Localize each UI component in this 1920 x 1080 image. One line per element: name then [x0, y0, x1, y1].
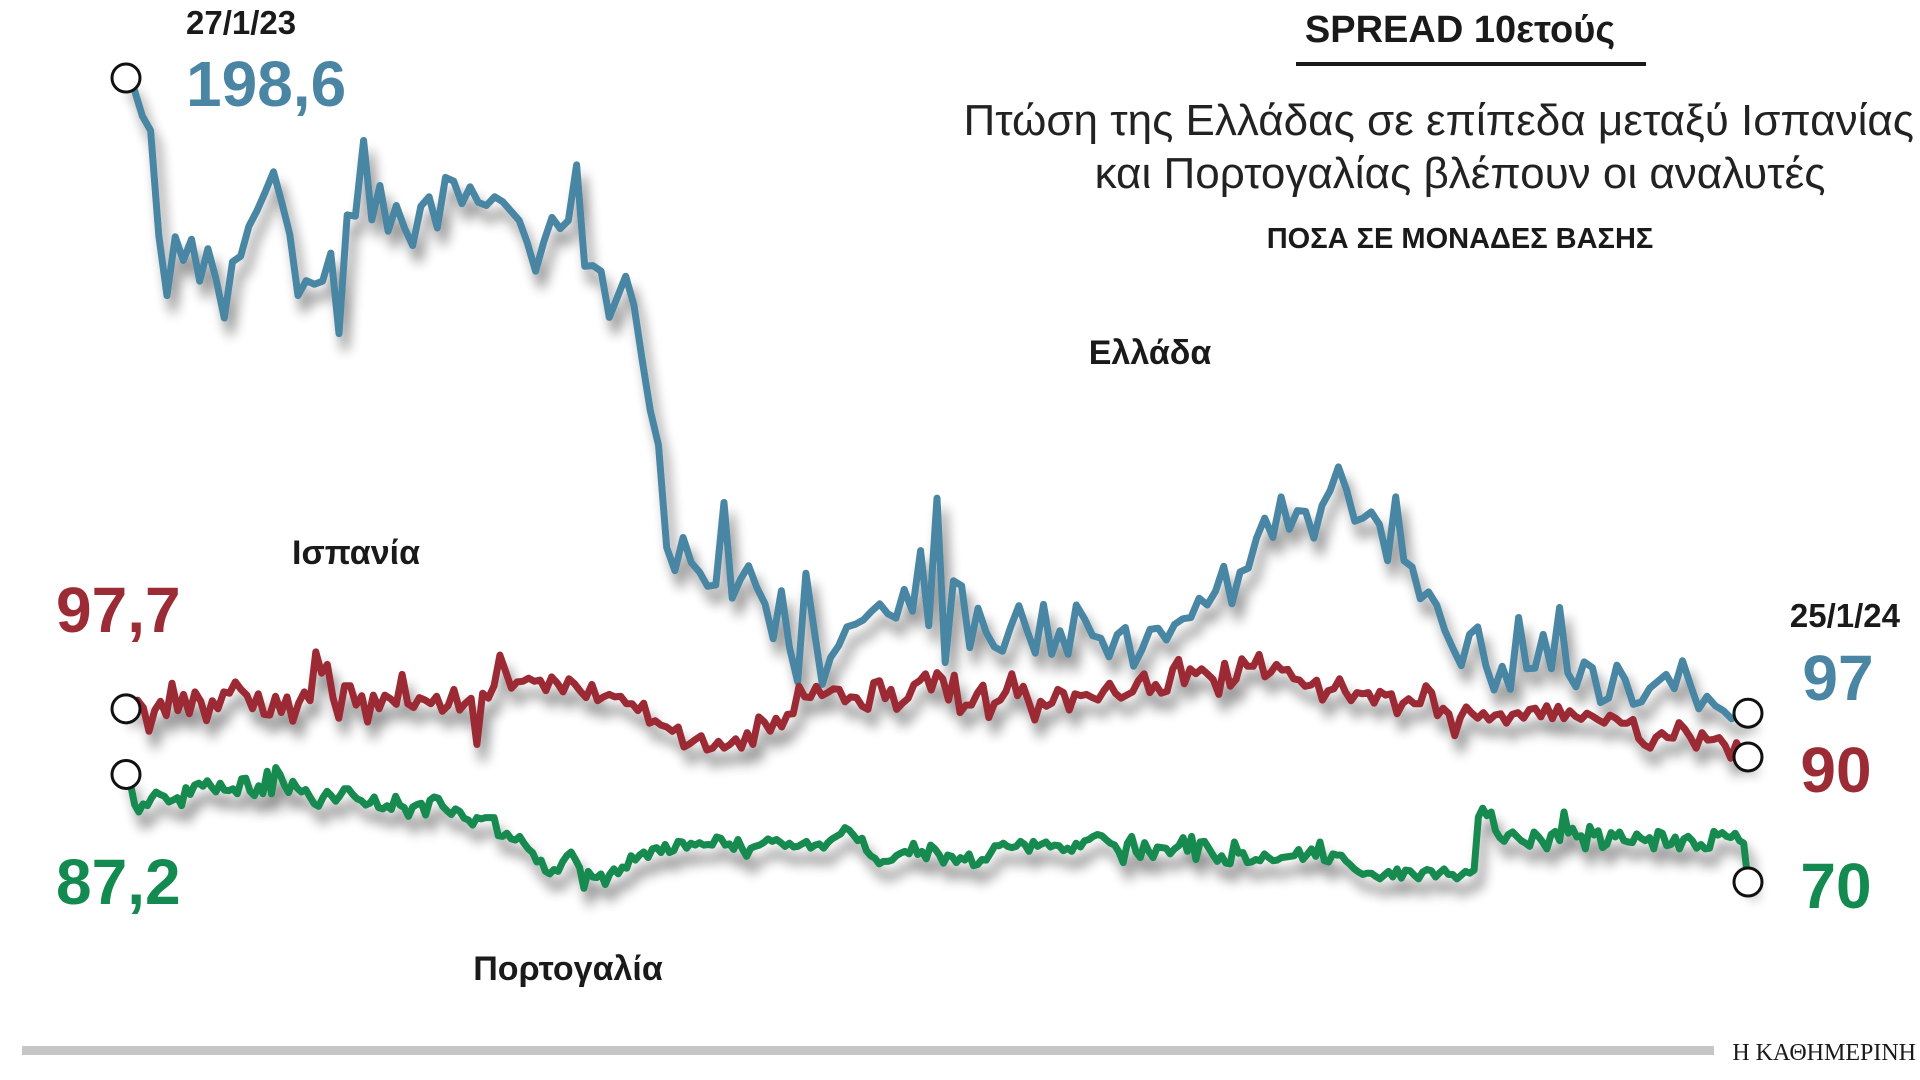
portugal-series-label: Πορτογαλία — [473, 950, 663, 988]
greece-end-marker — [1732, 697, 1764, 729]
greece-series-label: Ελλάδα — [1089, 334, 1212, 372]
greece-start-marker — [110, 62, 142, 94]
footer-rule — [22, 1046, 1714, 1055]
spain-series-label: Ισπανία — [292, 534, 420, 572]
series-line-portugal — [122, 764, 1752, 892]
series-line-spain — [122, 648, 1752, 762]
subtitle-line-1: Πτώση της Ελλάδας σε επίπεδα μεταξύ Ισπα… — [964, 96, 1915, 145]
spain-end-value: 90 — [1800, 734, 1871, 806]
title-underline — [1296, 62, 1646, 66]
subtitle-line-2: και Πορτογαλίας βλέπουν οι αναλυτές — [1095, 149, 1826, 198]
portugal-end-marker — [1732, 866, 1764, 898]
unit-label: ΠΟΣΑ ΣΕ ΜΟΝΑΔΕΣ ΒΑΣΗΣ — [1267, 223, 1654, 255]
portugal-end-value: 70 — [1800, 850, 1871, 922]
chart-title: SPREAD 10ετούς — [1305, 9, 1615, 51]
spain-start-marker — [110, 693, 142, 725]
end-date-label: 25/1/24 — [1790, 597, 1901, 634]
series-line-greece — [122, 74, 1752, 723]
series-lines — [122, 74, 1752, 892]
start-date-label: 27/1/23 — [186, 4, 296, 41]
greece-end-value: 97 — [1802, 642, 1873, 714]
spain-start-value: 97,7 — [56, 574, 181, 646]
portugal-start-marker — [110, 758, 142, 790]
spain-end-marker — [1732, 741, 1764, 773]
source-brand: Η ΚΑΘΗΜΕΡΙΝΗ — [1732, 1040, 1916, 1066]
portugal-start-value: 87,2 — [56, 846, 181, 918]
greece-start-value: 198,6 — [186, 48, 346, 120]
